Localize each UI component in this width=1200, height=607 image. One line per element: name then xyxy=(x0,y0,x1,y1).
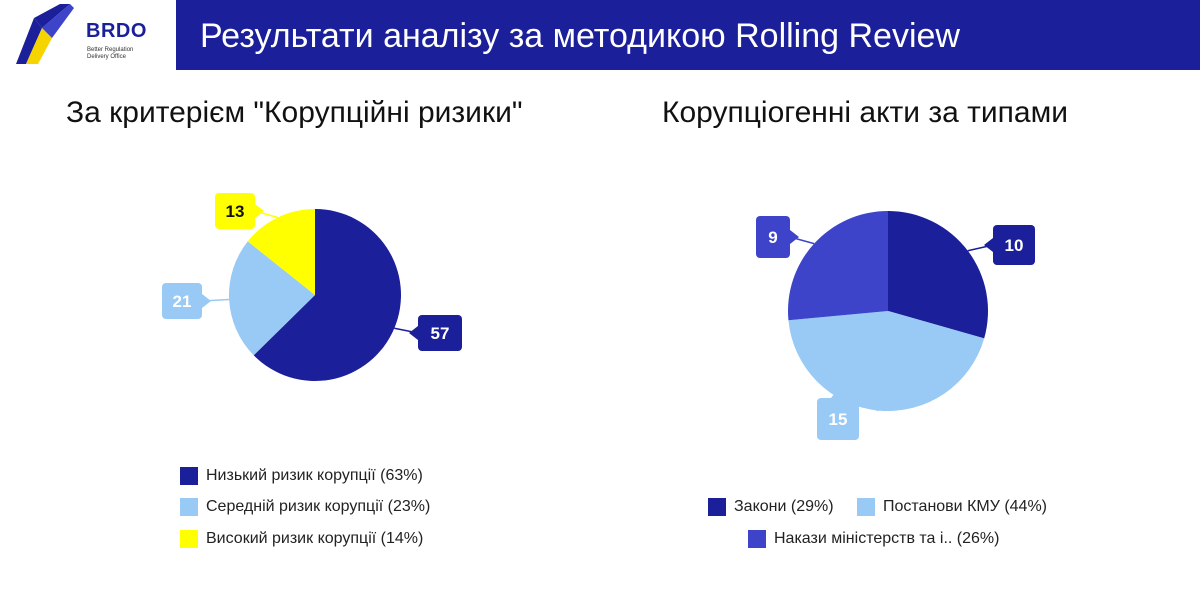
chart1-legend-item-low: Низький ризик корупції (63%) xyxy=(180,467,423,485)
chart1-legend-swatch-low xyxy=(180,467,198,485)
page-title: Результати аналізу за методикою Rolling … xyxy=(200,17,960,55)
chart2-legend-item-orders: Накази міністерств та і.. (26%) xyxy=(748,530,999,548)
logo-subtitle-line2: Delivery Office xyxy=(87,54,126,60)
chart2-slice-2 xyxy=(788,211,888,321)
chart2-callout-pointer-0 xyxy=(984,238,993,252)
chart2-data-label-1: 15 xyxy=(829,410,848,429)
chart1-slice-2 xyxy=(247,209,315,295)
chart1-legend-swatch-high xyxy=(180,530,198,548)
chart2-legend-label-laws: Закони (29%) xyxy=(734,498,834,515)
chart2-callout-pointer-2 xyxy=(790,230,799,244)
chart1-data-label-2: 13 xyxy=(226,202,245,221)
chart1-slice-1 xyxy=(229,241,315,356)
brdo-logo-mark xyxy=(16,4,74,64)
chart1-callout-box-2 xyxy=(215,193,255,229)
chart1-slice-0 xyxy=(253,209,401,381)
chart1-callout-box-1 xyxy=(162,283,202,319)
chart1-callout-pointer-0 xyxy=(409,326,418,340)
logo-subtitle-line1: Better Regulation xyxy=(87,47,134,53)
chart2-data-label-0: 10 xyxy=(1005,236,1024,255)
chart1-callout-box-0 xyxy=(418,315,462,351)
chart2-callout-box-0 xyxy=(993,225,1035,265)
title-bar: Результати аналізу за методикою Rolling … xyxy=(176,0,1200,70)
chart2-slice-0 xyxy=(888,211,988,339)
chart1-legend-label-low: Низький ризик корупції (63%) xyxy=(206,467,423,484)
chart2-legend-swatch-laws xyxy=(708,498,726,516)
chart2-legend-swatch-orders xyxy=(748,530,766,548)
chart1-data-label-1: 21 xyxy=(173,292,192,311)
chart1-callout-pointer-1 xyxy=(202,294,211,308)
chart1-legend-item-medium: Середній ризик корупції (23%) xyxy=(180,498,430,516)
logo-name: BRDO xyxy=(86,20,147,42)
chart1-title: За критерієм "Корупційні ризики" xyxy=(66,96,523,129)
chart2-callout-box-1 xyxy=(817,398,859,440)
chart2-title: Корупціогенні акти за типами xyxy=(662,96,1068,129)
chart2-legend-label-orders: Накази міністерств та і.. (26%) xyxy=(774,530,1000,547)
chart2-legend-swatch-resolutions xyxy=(857,498,875,516)
brdo-logo: BRDO Better Regulation Delivery Office xyxy=(12,4,162,68)
chart1-legend-item-high: Високий ризик корупції (14%) xyxy=(180,530,423,548)
chart1-legend-label-high: Високий ризик корупції (14%) xyxy=(206,530,424,547)
chart2-slice-1 xyxy=(788,311,985,412)
chart1-legend-swatch-medium xyxy=(180,498,198,516)
chart2-callout-box-2 xyxy=(756,216,790,258)
chart2-legend-item-resolutions: Постанови КМУ (44%) xyxy=(857,498,1047,516)
chart2-legend-label-resolutions: Постанови КМУ (44%) xyxy=(883,498,1047,515)
chart1-data-label-0: 57 xyxy=(431,324,450,343)
logo-subtitle: Better Regulation Delivery Office xyxy=(87,47,167,61)
chart1-legend-label-medium: Середній ризик корупції (23%) xyxy=(206,498,431,515)
chart1-callout-pointer-2 xyxy=(255,204,264,218)
chart2-legend-item-laws: Закони (29%) xyxy=(708,498,834,516)
chart2-data-label-2: 9 xyxy=(768,228,777,247)
chart2-callout-pointer-1 xyxy=(831,389,845,398)
